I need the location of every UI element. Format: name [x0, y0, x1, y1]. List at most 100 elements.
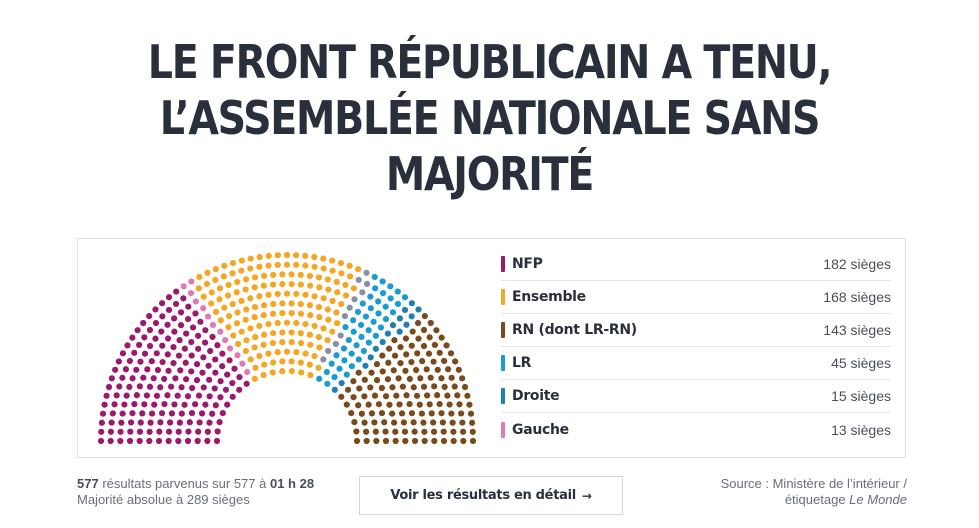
seat-dot-rn-dont-lr-rn: [401, 428, 409, 435]
seat-dot-droite: [362, 362, 369, 369]
seat-dot-gauche: [204, 313, 212, 320]
seat-dot-ensemble: [288, 309, 295, 317]
seat-dot-divers: [351, 296, 358, 303]
legend-party-label: Gauche: [512, 421, 569, 438]
seat-dot-nfp: [154, 366, 161, 374]
seat-dot-rn-dont-lr-rn: [386, 401, 393, 408]
seat-dot-nfp: [197, 318, 204, 325]
seat-dot-divers: [363, 280, 371, 287]
seat-dot-nfp: [224, 371, 231, 378]
seat-dot-ensemble: [265, 321, 272, 328]
seat-dot-lr: [375, 298, 382, 305]
seat-dot-rn-dont-lr-rn: [467, 410, 475, 417]
seat-dot-ensemble: [288, 339, 295, 346]
seat-dot-nfp: [156, 428, 163, 435]
seat-dot-nfp: [151, 401, 158, 408]
seat-dot-nfp: [202, 327, 209, 334]
seat-dot-ensemble: [256, 293, 263, 300]
seat-dot-droite: [389, 322, 397, 329]
seat-dot-rn-dont-lr-rn: [421, 437, 428, 445]
seat-dot-rn-dont-lr-rn: [395, 375, 402, 382]
seat-dot-ensemble: [279, 280, 286, 288]
seat-dot-ensemble: [329, 328, 336, 335]
seat-dot-nfp: [140, 374, 147, 381]
seat-dot-divers: [346, 304, 353, 311]
seat-dot-rn-dont-lr-rn: [363, 428, 370, 435]
seat-dot-rn-dont-lr-rn: [456, 401, 463, 408]
seat-dot-ensemble: [260, 282, 267, 289]
seat-dot-lr: [331, 374, 338, 381]
seat-dot-nfp: [167, 419, 174, 426]
seat-dot-rn-dont-lr-rn: [399, 383, 406, 390]
seat-dot-nfp: [148, 358, 155, 365]
seat-dot-nfp: [202, 339, 209, 346]
seat-dot-ensemble: [270, 271, 277, 278]
seat-dot-ensemble: [293, 252, 300, 259]
seat-dot-rn-dont-lr-rn: [402, 335, 410, 342]
majority-line: Majorité absolue à 289 sièges: [77, 492, 250, 507]
seat-dot-rn-dont-lr-rn: [373, 437, 380, 445]
seat-dot-lr: [362, 313, 370, 320]
seat-dot-ensemble: [242, 276, 250, 283]
seat-dot-nfp: [174, 392, 181, 399]
seat-dot-ensemble: [238, 257, 245, 264]
seat-dot-ensemble: [279, 309, 286, 317]
seat-dot-nfp: [224, 401, 231, 408]
seat-dot-nfp: [158, 410, 166, 417]
seat-dot-lr: [394, 288, 401, 295]
seat-dot-ensemble: [242, 286, 249, 293]
detail-results-button[interactable]: Voir les résultats en détail →: [359, 476, 623, 515]
seat-dot-nfp: [107, 437, 114, 445]
seat-dot-lr: [353, 342, 360, 349]
seat-dot-rn-dont-lr-rn: [391, 352, 399, 359]
seat-dot-nfp: [184, 437, 192, 445]
seat-dot-ensemble: [251, 375, 258, 382]
seat-dot-lr: [379, 278, 386, 285]
seat-dot-nfp: [119, 374, 126, 381]
seat-dot-rn-dont-lr-rn: [410, 384, 417, 391]
seat-dot-lr: [387, 283, 394, 290]
seat-dot-ensemble: [221, 304, 228, 311]
legend-swatch: [501, 289, 505, 305]
seat-dot-nfp: [192, 310, 199, 317]
seat-dot-ensemble: [251, 303, 259, 311]
seat-dot-rn-dont-lr-rn: [464, 392, 471, 399]
seat-dot-rn-dont-lr-rn: [436, 401, 443, 408]
seat-dot-nfp: [195, 392, 203, 399]
seat-dot-lr: [389, 309, 397, 316]
seat-dot-ensemble: [337, 259, 345, 267]
seat-dot-ensemble: [212, 276, 219, 284]
seat-dot-nfp: [199, 369, 206, 376]
seat-dot-ensemble: [297, 359, 304, 366]
seat-dot-ensemble: [243, 306, 250, 313]
seat-dot-rn-dont-lr-rn: [343, 401, 350, 408]
seat-dot-gauche: [239, 360, 246, 367]
seat-dot-ensemble: [302, 291, 309, 298]
seat-dot-nfp: [183, 330, 190, 337]
seat-dot-ensemble: [269, 369, 276, 376]
seat-dot-nfp: [202, 401, 209, 408]
seat-dot-rn-dont-lr-rn: [408, 342, 415, 349]
source-line: Source : Ministère de l’intérieur /: [720, 476, 907, 491]
seat-dot-ensemble: [274, 252, 281, 259]
seat-dot-ensemble: [261, 302, 268, 309]
seat-dot-nfp: [243, 380, 250, 387]
seat-dot-nfp: [200, 384, 207, 391]
seat-dot-nfp: [209, 410, 216, 417]
seat-dot-ensemble: [216, 296, 223, 303]
seat-dot-lr: [328, 360, 335, 367]
seat-dot-divers: [355, 276, 362, 284]
seat-dot-ensemble: [355, 266, 362, 273]
seat-dot-nfp: [98, 428, 105, 435]
seat-dot-rn-dont-lr-rn: [454, 392, 461, 399]
seat-dot-ensemble: [288, 300, 295, 307]
seat-dot-nfp: [236, 374, 243, 381]
arrow-right-icon: →: [581, 488, 592, 503]
seat-dot-rn-dont-lr-rn: [448, 374, 455, 381]
seat-dot-ensemble: [288, 280, 295, 288]
seat-dot-ensemble: [229, 270, 236, 277]
seat-dot-ensemble: [311, 253, 318, 261]
results-progress-line: 577 résultats parvenus sur 577 à 01 h 28: [77, 476, 314, 492]
seat-dot-divers: [325, 347, 332, 355]
seat-dot-ensemble: [247, 265, 254, 272]
